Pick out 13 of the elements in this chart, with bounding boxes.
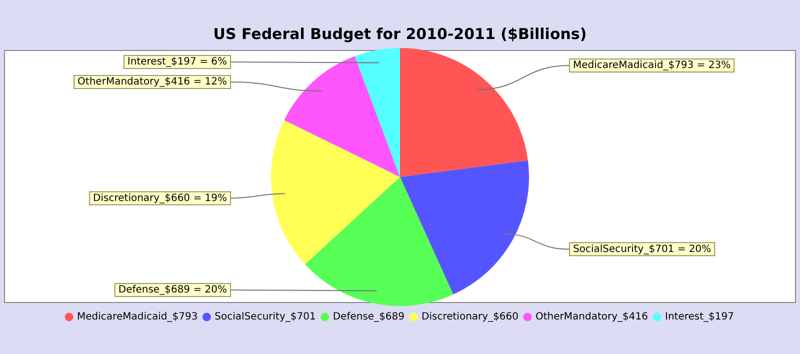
legend-label: Defense_$689 <box>332 312 405 323</box>
data-label: MedicareMadicaid_$793 = 23% <box>573 60 731 72</box>
legend-label: OtherMandatory_$416 <box>536 312 648 323</box>
chart-title: US Federal Budget for 2010-2011 ($Billions) <box>213 24 587 43</box>
legend-label: SocialSecurity_$701 <box>214 312 316 323</box>
legend-label: Discretionary_$660 <box>422 312 519 323</box>
data-label: Interest_$197 = 6% <box>127 56 228 68</box>
legend-label: MedicareMadicaid_$793 <box>77 312 198 323</box>
data-label: SocialSecurity_$701 = 20% <box>573 244 712 255</box>
data-label: OtherMandatory_$416 = 12% <box>78 76 228 88</box>
data-label: Discretionary_$660 = 19% <box>93 192 228 204</box>
data-label: Defense_$689 = 20% <box>118 284 228 296</box>
legend-label: Interest_$197 <box>664 312 734 323</box>
